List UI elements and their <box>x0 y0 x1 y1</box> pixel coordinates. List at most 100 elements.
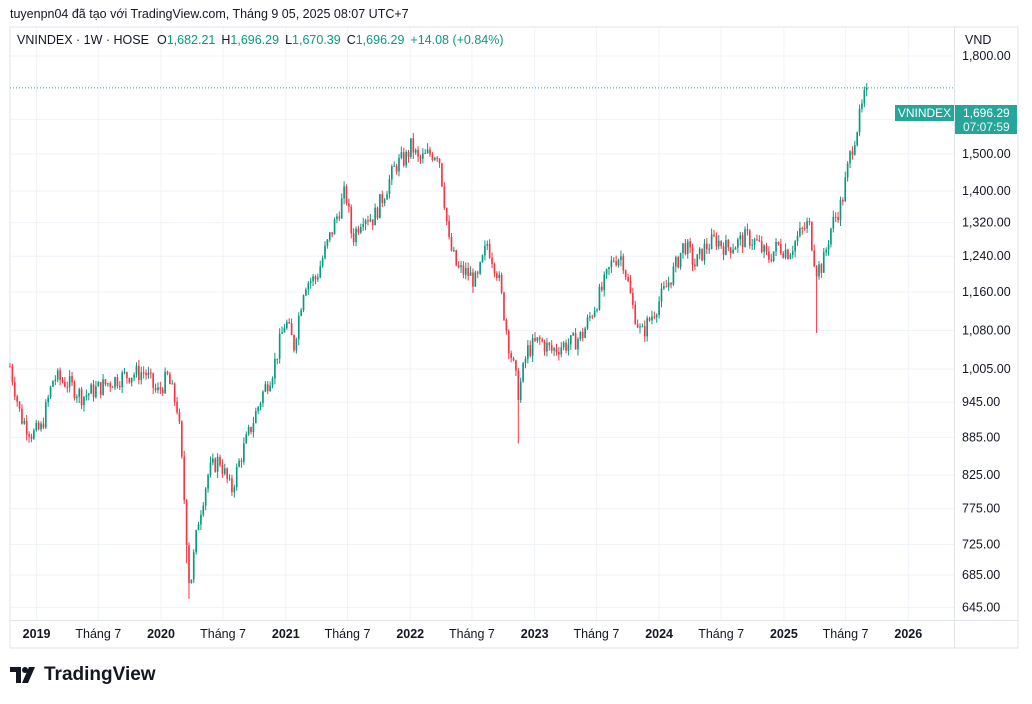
candle-body <box>223 468 226 474</box>
candle-body <box>309 281 312 284</box>
candle-body <box>228 478 231 480</box>
candle-body <box>262 391 264 404</box>
candle-body <box>257 407 260 412</box>
candle-body <box>340 198 343 219</box>
candle-body <box>734 247 737 250</box>
candle-body <box>126 372 128 379</box>
candle-body <box>381 194 384 204</box>
x-tick-label: Tháng 7 <box>823 627 869 641</box>
candle-body <box>839 200 842 221</box>
candle-body <box>679 252 682 268</box>
candle-body <box>238 460 240 467</box>
candle-body <box>99 381 102 395</box>
candle-body <box>71 376 73 383</box>
candle-body <box>266 384 269 392</box>
candle-body <box>737 239 739 248</box>
candle-body <box>765 245 768 252</box>
y-tick-label: 885.00 <box>962 430 1000 444</box>
candle-body <box>467 268 470 276</box>
candle-body <box>317 277 319 280</box>
last-price-value: 1,696.29 <box>963 106 1010 120</box>
candle-body <box>37 422 40 430</box>
legend-low-label: L <box>285 33 293 47</box>
candle-body <box>16 396 18 402</box>
candle-body <box>500 274 503 293</box>
candle-body <box>770 259 773 262</box>
candle-body <box>634 304 637 324</box>
candle-body <box>488 243 491 258</box>
candle-body <box>133 374 135 378</box>
candle-body <box>615 261 617 266</box>
bar-countdown: 07:07:59 <box>963 120 1010 134</box>
candle-body <box>732 249 734 254</box>
candle-body <box>290 323 293 336</box>
candle-body <box>111 386 114 388</box>
candle-body <box>648 318 651 321</box>
candle-body <box>107 383 109 385</box>
candle-body <box>13 382 16 397</box>
x-tick-label: Tháng 7 <box>325 627 371 641</box>
candle-body <box>598 286 601 310</box>
candle-body <box>49 386 52 398</box>
candle-body <box>620 256 622 260</box>
candle-body <box>402 152 405 166</box>
candle-body <box>720 240 722 247</box>
legend-open-value: 1,682.21 <box>166 33 216 47</box>
currency-selector[interactable]: VND <box>965 33 992 47</box>
candle-body <box>589 316 591 318</box>
candle-body <box>128 378 131 383</box>
candle-body <box>834 216 837 218</box>
candle-body <box>794 241 796 252</box>
candle-body <box>842 200 844 202</box>
candle-body <box>527 345 529 359</box>
candle-body <box>171 383 174 385</box>
candle-body <box>130 377 133 383</box>
candle-body <box>744 229 746 248</box>
x-tick-label: 2024 <box>645 627 673 641</box>
candle-body <box>209 462 212 476</box>
y-tick-label: 1,080.00 <box>962 323 1011 337</box>
legend-open-label: O <box>156 33 167 47</box>
candle-body <box>359 227 362 233</box>
x-tick-label: 2022 <box>396 627 424 641</box>
candle-body <box>149 372 152 374</box>
candle-body <box>212 458 214 463</box>
candle-body <box>677 257 680 268</box>
candle-body <box>586 317 589 329</box>
candle-body <box>319 266 322 278</box>
candle-body <box>658 301 660 315</box>
tradingview-logo[interactable]: TradingView <box>10 664 156 686</box>
candle-body <box>474 272 477 287</box>
candle-body <box>460 265 462 268</box>
candle-body <box>629 281 632 294</box>
candle-body <box>827 244 830 250</box>
candle-body <box>135 365 138 375</box>
x-tick-label: Tháng 7 <box>573 627 619 641</box>
candle-body <box>61 379 64 382</box>
candle-body <box>116 377 119 387</box>
candle-body <box>534 338 536 341</box>
legend-symbol[interactable]: VNINDEX · 1W · HOSE <box>17 33 149 47</box>
candle-body <box>853 145 856 155</box>
x-tick-label: Tháng 7 <box>449 627 495 641</box>
candle-body <box>498 274 501 279</box>
x-tick-label: 2019 <box>23 627 51 641</box>
candle-body <box>195 530 197 553</box>
candle-body <box>751 244 754 246</box>
candle-body <box>505 319 508 331</box>
candle-body <box>200 514 202 525</box>
candle-body <box>326 239 329 246</box>
candle-body <box>92 384 95 398</box>
last-price-symbol-badge: VNINDEX <box>895 105 954 121</box>
candle-body <box>297 315 300 340</box>
candle-body <box>345 186 348 204</box>
candle-body <box>226 468 228 479</box>
candle-body <box>472 272 474 287</box>
candle-body <box>87 393 90 396</box>
candle-body <box>59 370 61 380</box>
candle-body <box>314 276 317 280</box>
candle-body <box>233 487 236 493</box>
candle-body <box>114 377 116 388</box>
candle-body <box>820 264 823 273</box>
